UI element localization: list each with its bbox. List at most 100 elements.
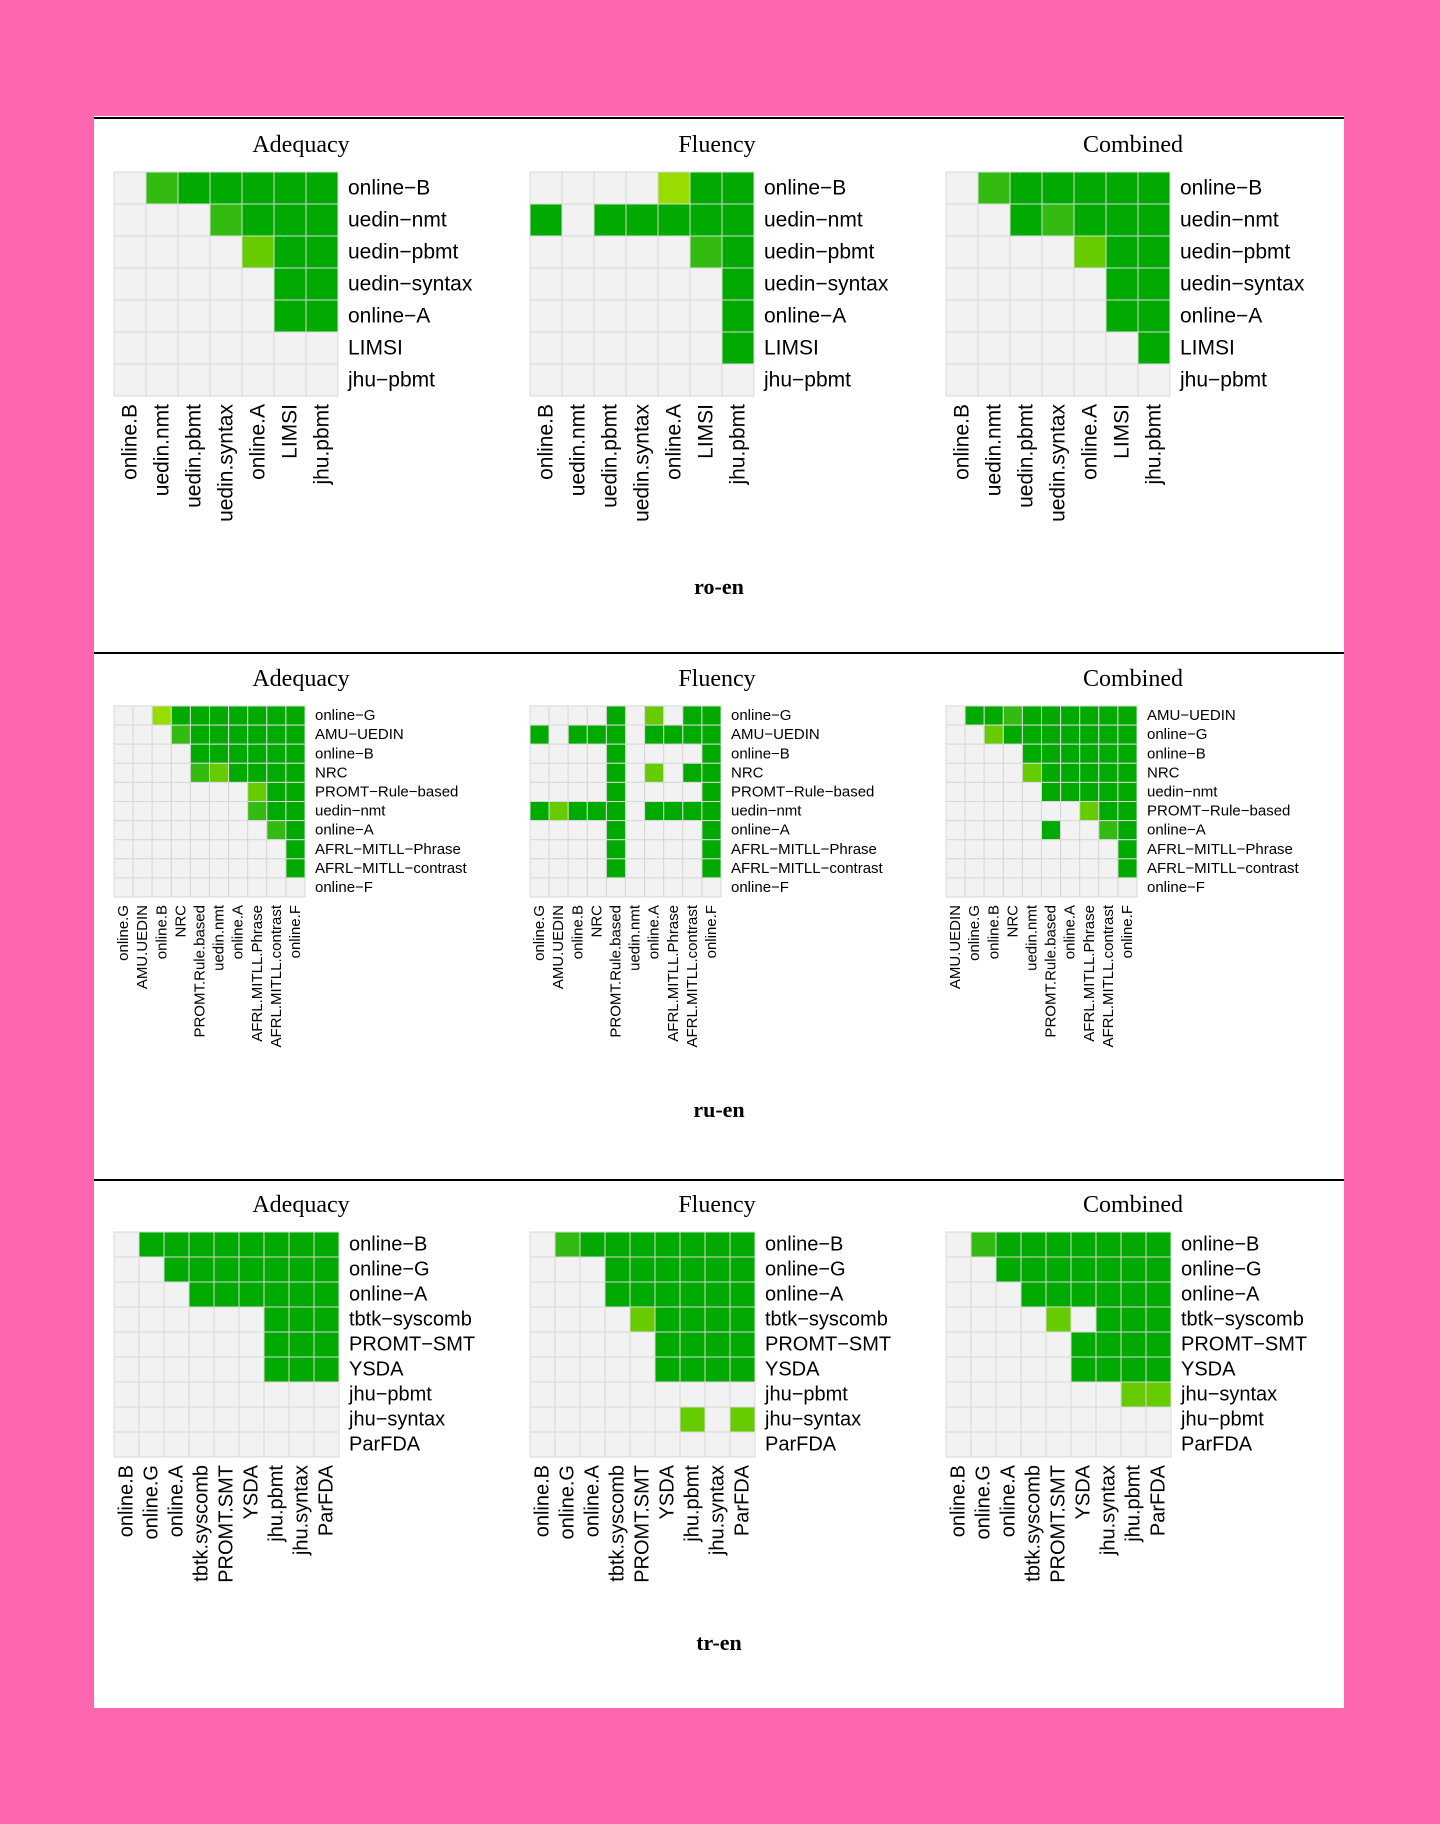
heatmap-cell — [305, 363, 339, 397]
heatmap-cell — [704, 1406, 731, 1433]
heatmap-cell — [721, 363, 755, 397]
heatmap-cell — [1045, 1256, 1072, 1283]
heatmap-cell — [704, 1231, 731, 1258]
heatmap-cell — [682, 801, 703, 822]
col-label: online.B — [985, 905, 1002, 959]
heatmap-cell — [721, 299, 755, 333]
heatmap-cell — [1117, 820, 1138, 841]
heatmap-cell — [704, 1256, 731, 1283]
heatmap-cell — [1009, 235, 1043, 269]
heatmap-cell — [163, 1356, 190, 1383]
col-label: AFRL.MITLL.Phrase — [249, 905, 266, 1042]
heatmap-cell — [682, 820, 703, 841]
heatmap-cell — [663, 705, 684, 726]
heatmap-cell — [548, 762, 569, 783]
heatmap-cell — [964, 743, 985, 764]
heatmap-cell — [1041, 801, 1062, 822]
heatmap-cell — [189, 781, 211, 803]
heatmap-cell — [701, 877, 722, 898]
heatmap-cell — [1117, 858, 1138, 879]
col-label: AFRL.MITLL.Phrase — [1081, 905, 1098, 1042]
heatmap-cell — [679, 1356, 706, 1383]
heatmap-cell — [554, 1306, 581, 1333]
row-label: AFRL−MITLL−Phrase — [731, 841, 877, 858]
panel-title: Adequacy — [252, 1192, 349, 1218]
heatmap-cell — [605, 781, 627, 803]
row-label: AFRL−MITLL−Phrase — [315, 841, 461, 858]
heatmap-cell — [679, 1331, 706, 1358]
heatmap-cell — [1060, 801, 1081, 822]
col-label: uedin.nmt — [983, 404, 1006, 496]
heatmap-cell — [1073, 171, 1107, 205]
col-label: jhu.syntax — [1098, 1465, 1120, 1556]
heatmap-cell — [977, 299, 1011, 333]
heatmap-cell — [529, 299, 563, 333]
heatmap-cell — [729, 1256, 756, 1283]
heatmap-cell — [970, 1381, 997, 1408]
heatmap-cell — [132, 743, 153, 764]
heatmap-cell — [305, 267, 339, 301]
row-label: online−G — [765, 1259, 846, 1281]
heatmap-cell — [679, 1406, 706, 1433]
heatmap-cell — [529, 331, 563, 365]
heatmap-cell — [138, 1356, 165, 1383]
row-label: AFRL−MITLL−Phrase — [1147, 841, 1293, 858]
heatmap-cell — [682, 781, 703, 803]
heatmap-cell — [1021, 839, 1043, 860]
heatmap-cell — [983, 858, 1004, 879]
heatmap-cell — [263, 1381, 290, 1408]
row-label: online−G — [315, 707, 375, 724]
row-label: online−B — [1147, 745, 1206, 762]
heatmap-panel-ru-en-2: CombinedAMU−UEDINonline−Gonline−BNRCuedi… — [945, 666, 1300, 1048]
col-label: online.B — [951, 404, 974, 480]
heatmap-cell — [593, 267, 627, 301]
heatmap-cell — [529, 877, 550, 898]
heatmap-cell — [305, 203, 339, 237]
heatmap-cell — [1145, 1356, 1172, 1383]
heatmap-cell — [554, 1406, 581, 1433]
panel-title: Combined — [1083, 132, 1183, 158]
panel-title: Combined — [1083, 666, 1183, 692]
col-label: tbtk.syscomb — [1023, 1465, 1045, 1582]
heatmap-cell — [1045, 1331, 1072, 1358]
heatmap-cell — [529, 858, 550, 879]
col-label: uedin.pbmt — [1015, 404, 1038, 508]
heatmap-cell — [663, 820, 684, 841]
heatmap-cell — [228, 839, 249, 860]
heatmap-cell — [654, 1231, 681, 1258]
heatmap-cell — [593, 363, 627, 397]
heatmap-cell — [1009, 331, 1043, 365]
heatmap-cell — [1105, 171, 1139, 205]
heatmap-cell — [209, 877, 230, 898]
heatmap-cell — [1120, 1331, 1147, 1358]
heatmap-cell — [604, 1231, 631, 1258]
heatmap-cell — [145, 235, 179, 269]
heatmap-cell — [266, 781, 287, 803]
heatmap-cell — [1021, 877, 1043, 898]
heatmap-cell — [1079, 839, 1100, 860]
language-pair-label: ro-en — [694, 574, 744, 599]
heatmap-cell — [945, 331, 979, 365]
heatmap-cell — [529, 1381, 556, 1408]
heatmap-cell — [188, 1431, 215, 1458]
heatmap-cell — [629, 1381, 656, 1408]
row-label: ParFDA — [1181, 1434, 1253, 1456]
heatmap-cell — [704, 1306, 731, 1333]
row-label: online−B — [1180, 177, 1262, 200]
heatmap-cell — [213, 1306, 240, 1333]
heatmap-cell — [238, 1231, 265, 1258]
heatmap-cell — [701, 743, 722, 764]
row-label: uedin−nmt — [348, 209, 447, 232]
heatmap-cell — [285, 781, 306, 803]
col-label: uedin.pbmt — [599, 404, 622, 508]
heatmap-cell — [1060, 724, 1081, 745]
col-label: online.B — [532, 1465, 554, 1537]
heatmap-cell — [1009, 171, 1043, 205]
heatmap-cell — [561, 299, 595, 333]
heatmap-cell — [657, 299, 691, 333]
panel-title: Fluency — [678, 666, 755, 692]
heatmap-cell — [113, 877, 134, 898]
heatmap-cell — [977, 235, 1011, 269]
heatmap-cell — [189, 820, 211, 841]
row-label: online−F — [1147, 879, 1205, 896]
